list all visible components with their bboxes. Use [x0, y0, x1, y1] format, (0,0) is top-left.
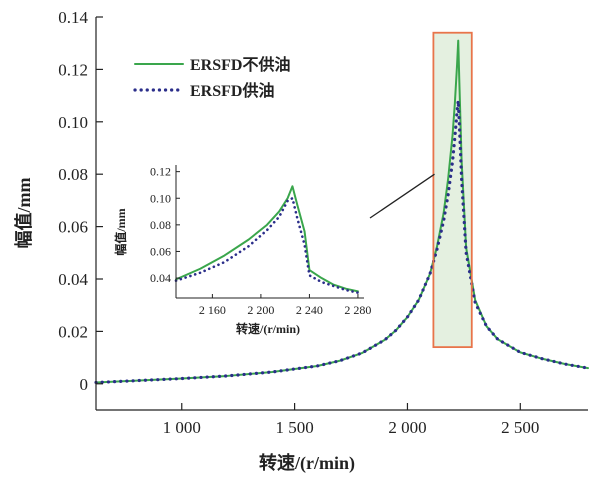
legend-label-0: ERSFD不供油 — [190, 55, 290, 74]
main-x-tick-label: 2 000 — [388, 418, 426, 437]
main-y-tick-label: 0.10 — [58, 113, 88, 132]
legend: ERSFD不供油 ERSFD供油 — [133, 55, 290, 100]
main-x-tick-label: 1 000 — [163, 418, 201, 437]
inset-x-tick-label: 2 280 — [344, 303, 371, 317]
main-x-tick-label: 1 500 — [275, 418, 313, 437]
main-x-tick-label: 2 500 — [501, 418, 539, 437]
main-y-tick-label: 0 — [80, 375, 89, 394]
main-x-axis-title: 转速/(r/min) — [259, 452, 355, 474]
inset-x-tick-label: 2 200 — [247, 303, 274, 317]
inset-y-tick-label: 0.12 — [150, 165, 171, 179]
main-y-axis-title: 幅值/mm — [13, 178, 34, 249]
legend-label-1: ERSFD供油 — [190, 81, 274, 100]
inset-y-tick-label: 0.06 — [150, 244, 171, 258]
main-y-tick-label: 0.14 — [58, 8, 88, 27]
main-y-tick-label: 0.02 — [58, 322, 88, 341]
inset-y-axis-title: 幅值/mm — [113, 208, 128, 255]
inset-y-tick-label: 0.08 — [150, 218, 171, 232]
inset-y-tick-label: 0.10 — [150, 191, 171, 205]
inset-x-tick-label: 2 160 — [199, 303, 226, 317]
callout-connector — [369, 173, 435, 219]
inset-chart: 0.04 0.06 0.08 0.10 0.12 2 160 2 200 2 240 2 280… — [113, 165, 371, 336]
inset-x-axis-title: 转速/(r/min) — [236, 321, 300, 336]
inset-series-line-0 — [175, 185, 359, 293]
main-series-line-1 — [94, 99, 590, 385]
main-y-tick-label: 0.08 — [58, 165, 88, 184]
highlight-region-fill — [433, 32, 472, 348]
main-y-tick-label: 0.04 — [58, 270, 88, 289]
highlight-region-border — [432, 31, 473, 349]
inset-background — [176, 165, 364, 298]
inset-x-tick-label: 2 240 — [296, 303, 323, 317]
main-y-tick-label: 0.12 — [58, 60, 88, 79]
inset-series-line-1 — [174, 196, 360, 294]
inset-y-tick-label: 0.04 — [150, 271, 171, 285]
main-y-tick-label: 0.06 — [58, 218, 88, 237]
